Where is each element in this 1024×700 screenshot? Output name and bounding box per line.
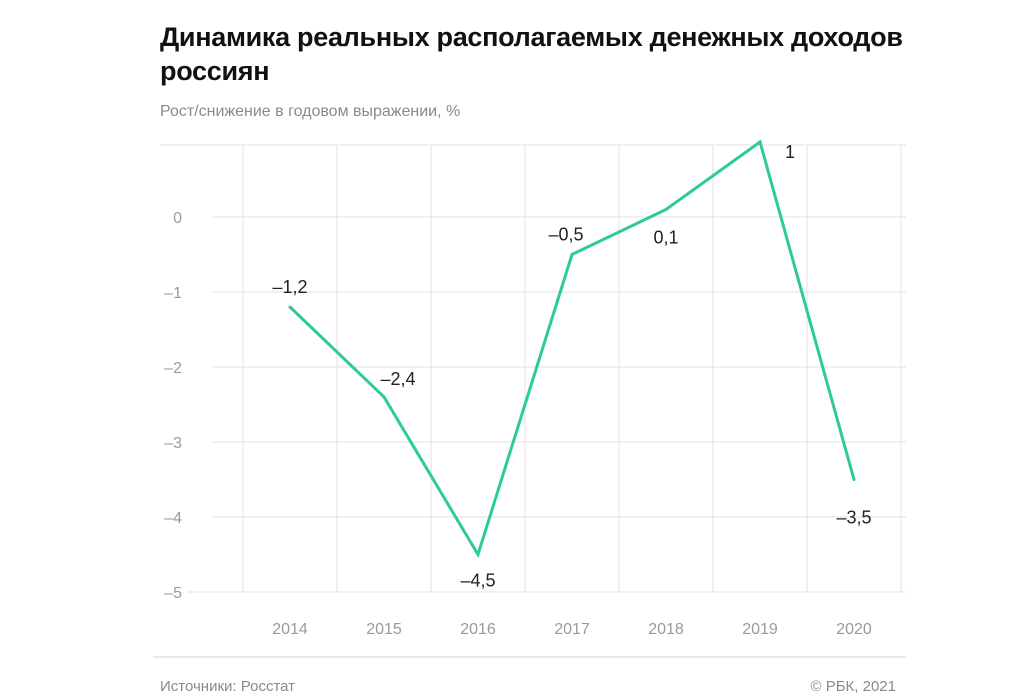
data-point [852,478,856,481]
x-tick-label: 2019 [742,621,778,638]
data-point [288,305,292,309]
data-point [758,140,762,144]
y-tick-label: –4 [164,510,182,527]
data-label: –4,5 [460,571,495,591]
x-tick-label: 2014 [272,621,308,638]
data-point [570,253,574,256]
x-tick-label: 2015 [366,621,402,638]
x-tick-label: 2016 [460,621,496,638]
source-note: Источники: Росстат [160,678,296,695]
data-label: –2,4 [380,369,415,389]
data-point [382,395,386,399]
data-label: –0,5 [548,225,583,245]
data-label: 1 [785,142,795,162]
x-tick-label: 2020 [836,621,872,638]
data-label: 0,1 [653,228,678,248]
data-label: –1,2 [272,277,307,297]
chart-subtitle: Рост/снижение в годовом выражении, % [160,103,461,120]
y-tick-label: 0 [173,210,182,227]
data-line [288,139,856,559]
y-tick-label: –5 [164,585,182,602]
copyright-note: © РБК, 2021 [810,678,896,695]
y-tick-label: –3 [164,435,182,452]
data-point [664,208,668,211]
y-tick-label: –1 [164,285,182,302]
y-tick-label: –2 [164,360,182,377]
data-label: –3,5 [836,508,871,528]
data-point [476,553,480,556]
chart-title: Динамика реальных располагаемых денежных… [160,22,903,86]
x-tick-label: 2017 [554,621,590,638]
x-tick-label: 2018 [648,621,684,638]
